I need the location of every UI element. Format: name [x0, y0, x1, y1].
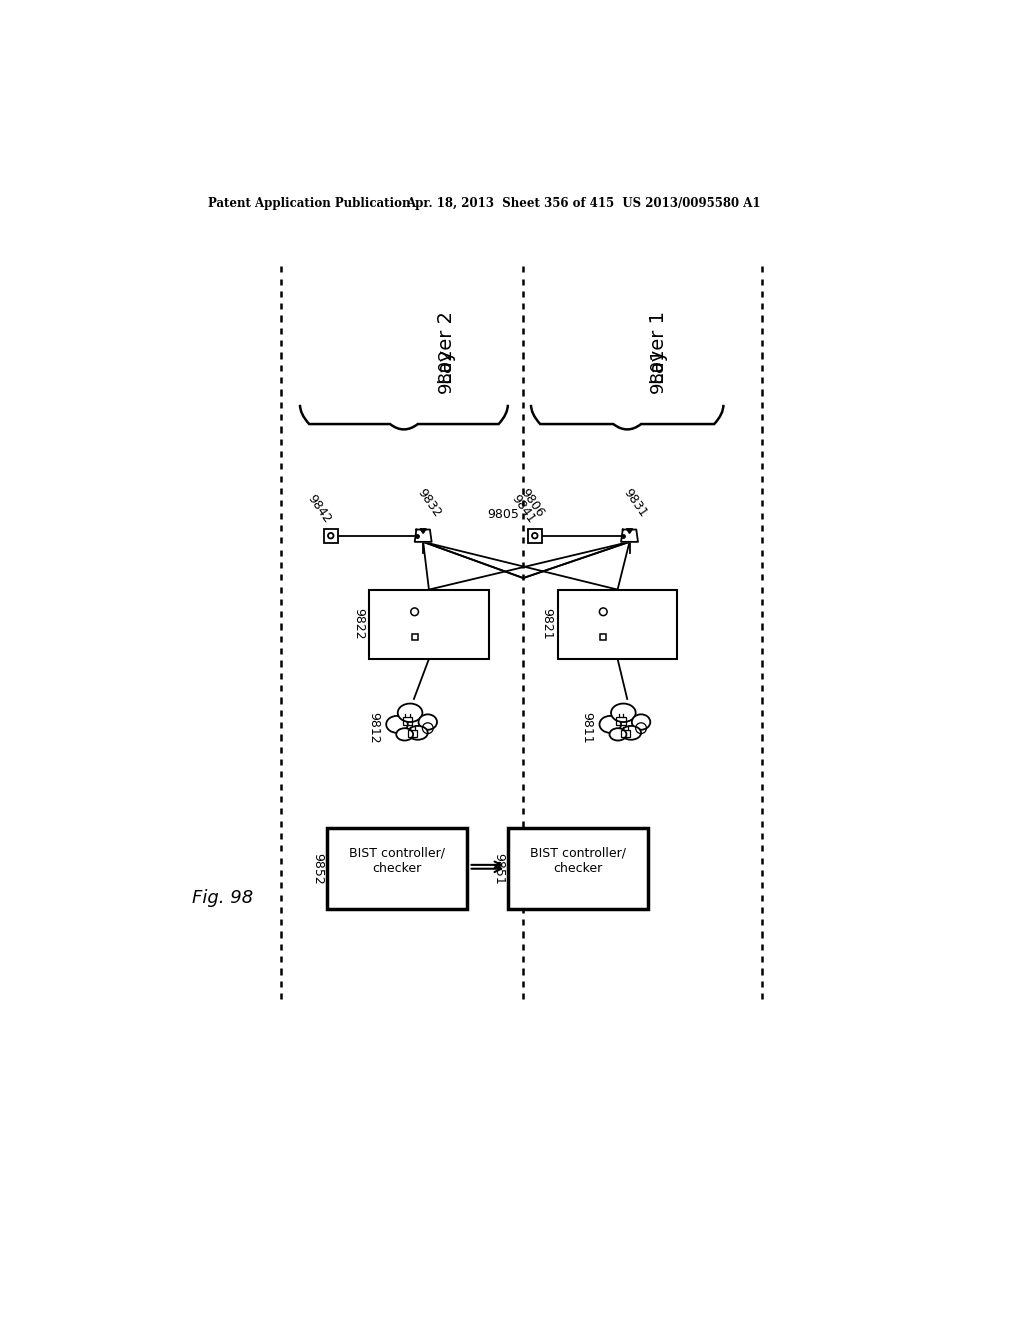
Text: 9802: 9802: [437, 347, 456, 393]
Bar: [403, 718, 413, 725]
Bar: [528, 529, 542, 543]
Ellipse shape: [632, 714, 650, 730]
Bar: [408, 730, 417, 738]
Text: 9812: 9812: [368, 713, 380, 744]
Text: 9831: 9831: [622, 487, 650, 520]
Text: Fig. 98: Fig. 98: [193, 888, 253, 907]
Ellipse shape: [611, 704, 636, 722]
Text: 9851: 9851: [493, 853, 505, 884]
Text: checker: checker: [553, 862, 602, 875]
Ellipse shape: [621, 726, 641, 739]
Text: checker: checker: [373, 862, 422, 875]
Bar: [327, 829, 467, 909]
Bar: [324, 529, 338, 543]
Text: 9822: 9822: [352, 609, 365, 640]
Ellipse shape: [419, 714, 437, 730]
Ellipse shape: [408, 726, 428, 739]
Text: 9842: 9842: [305, 492, 334, 525]
Bar: [600, 634, 606, 640]
Polygon shape: [420, 529, 426, 533]
Text: 9821: 9821: [541, 609, 554, 640]
Polygon shape: [621, 529, 638, 543]
Ellipse shape: [386, 715, 408, 733]
Text: 9806: 9806: [518, 487, 547, 520]
Text: BIST controller/: BIST controller/: [349, 846, 445, 859]
Bar: [370, 590, 488, 659]
Polygon shape: [415, 529, 432, 543]
Bar: [508, 829, 648, 909]
Text: Layer 1: Layer 1: [648, 310, 668, 384]
Text: BIST controller/: BIST controller/: [530, 846, 626, 859]
Ellipse shape: [599, 715, 621, 733]
Text: 9832: 9832: [415, 487, 443, 520]
Polygon shape: [627, 529, 633, 533]
Bar: [412, 634, 418, 640]
Ellipse shape: [397, 704, 422, 722]
Text: 9805: 9805: [487, 508, 519, 520]
Text: Patent Application Publication: Patent Application Publication: [208, 197, 410, 210]
Text: 9852: 9852: [311, 853, 325, 884]
Text: 9811: 9811: [581, 713, 594, 744]
Text: 9801: 9801: [649, 347, 667, 393]
Text: Layer 2: Layer 2: [437, 310, 456, 384]
Ellipse shape: [609, 729, 627, 741]
Text: 9841: 9841: [509, 492, 538, 525]
Bar: [558, 590, 677, 659]
Ellipse shape: [396, 729, 413, 741]
Text: Apr. 18, 2013  Sheet 356 of 415  US 2013/0095580 A1: Apr. 18, 2013 Sheet 356 of 415 US 2013/0…: [407, 197, 761, 210]
Bar: [616, 718, 626, 725]
Bar: [621, 730, 631, 738]
